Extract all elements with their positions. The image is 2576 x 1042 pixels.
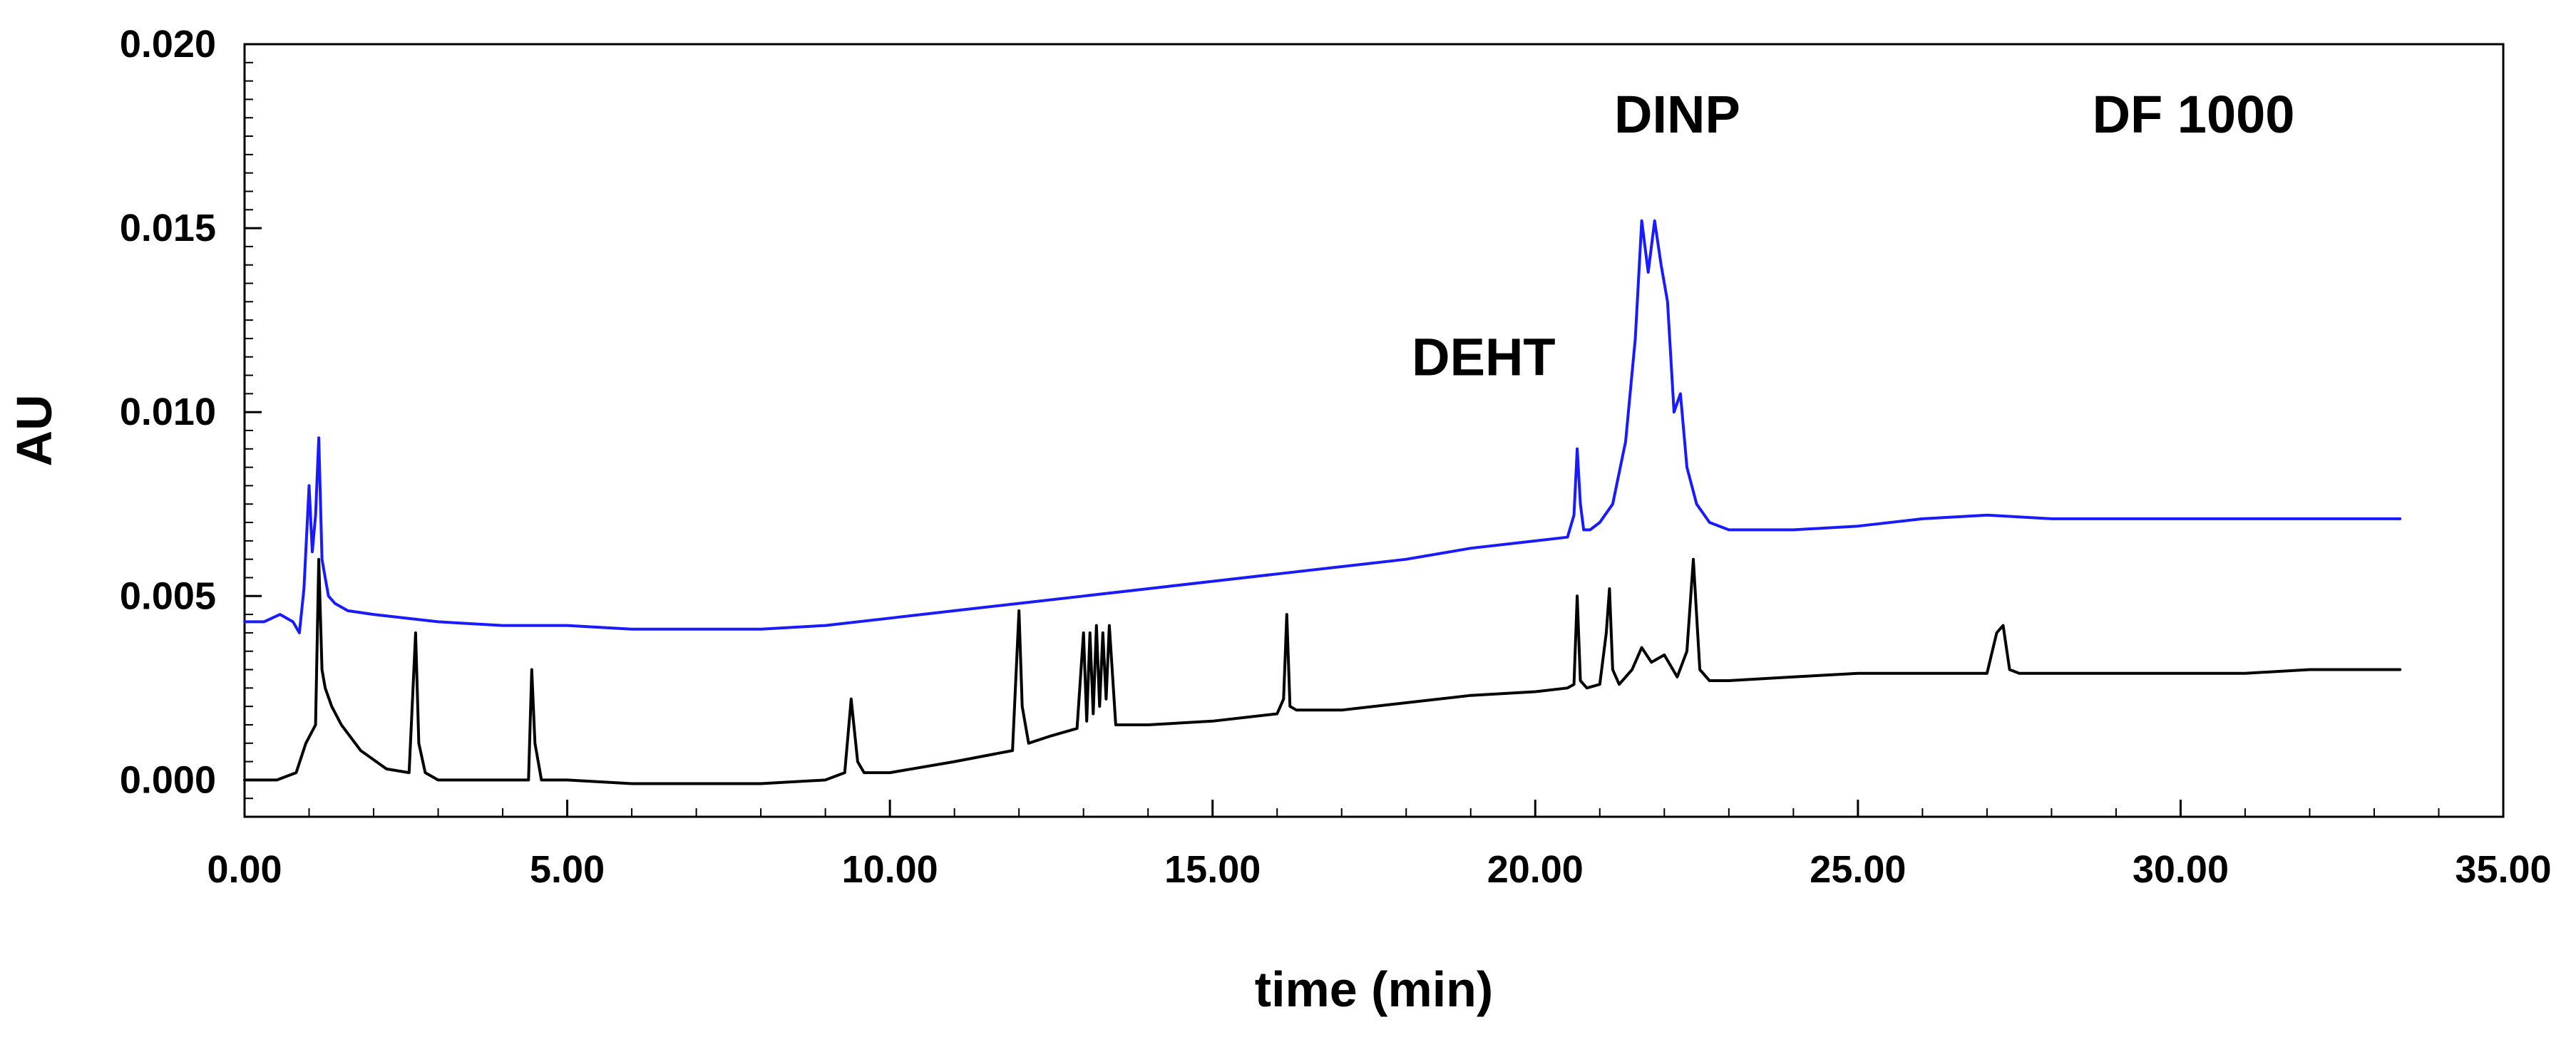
series-line-upper <box>243 219 2402 634</box>
annotations: DEHT DINP DF 1000 <box>1412 85 2294 387</box>
y-tick-label: 0.015 <box>120 207 216 249</box>
peak-annotation: DF 1000 <box>2093 85 2295 144</box>
peak-annotation: DINP <box>1614 85 1740 144</box>
x-tick-label: 5.00 <box>530 848 605 891</box>
y-tick-label: 0.020 <box>120 23 216 66</box>
x-tick-label: 20.00 <box>1487 848 1584 891</box>
x-tick-label: 30.00 <box>2133 848 2229 891</box>
x-tick-label: 15.00 <box>1164 848 1261 891</box>
x-tick-label: 25.00 <box>1810 848 1906 891</box>
y-tick-label: 0.000 <box>120 758 216 801</box>
y-tick-label: 0.005 <box>120 574 216 617</box>
peak-annotation: DEHT <box>1412 328 1555 387</box>
x-axis-title: time (min) <box>1255 961 1493 1017</box>
y-tick-label: 0.010 <box>120 391 216 433</box>
x-tick-label: 0.00 <box>207 848 282 891</box>
x-tick-label: 10.00 <box>842 848 938 891</box>
plot-frame <box>243 43 2505 818</box>
y-axis-title: AU <box>6 394 62 466</box>
x-axis-ticks: 0.00 5.00 10.00 15.00 20.00 25.00 30.00 35.00 <box>207 800 2552 891</box>
series-line-lower <box>243 557 2402 785</box>
series-group <box>243 219 2402 785</box>
x-tick-label: 35.00 <box>2455 848 2551 891</box>
y-axis-ticks: 0.000 0.005 0.010 0.015 0.020 <box>120 23 262 817</box>
